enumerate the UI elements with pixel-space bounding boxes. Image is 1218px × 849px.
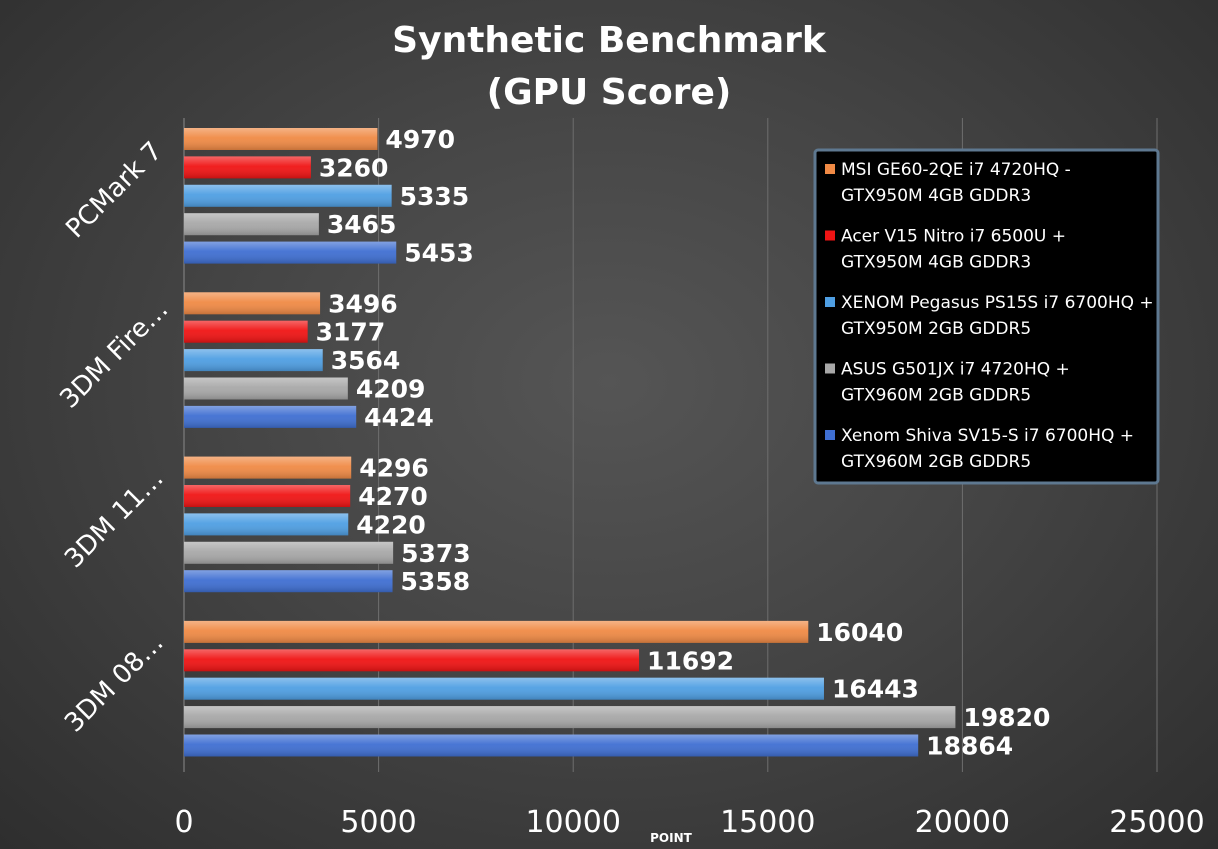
data-label: 4209 [356,375,426,404]
bar-shine [184,349,323,372]
bar-shine [184,706,956,729]
bar-shine [184,320,308,343]
data-label: 3564 [331,346,401,375]
x-tick-label: 5000 [340,805,416,840]
bar-shine [184,541,394,564]
bar-shine [184,156,311,179]
legend-entry: Xenom Shiva SV15-S i7 6700HQ + [841,426,1134,446]
bar-shine [184,734,919,757]
data-label: 5335 [400,182,470,211]
bar-shine [184,485,351,507]
x-tick-label: 15000 [720,805,815,840]
data-label: 4270 [358,482,428,511]
legend-entry: GTX950M 4GB GDDR3 [841,253,1031,273]
legend-entry: XENOM Pegasus PS15S i7 6700HQ + [841,293,1154,313]
legend-swatch [825,297,835,307]
category-label: 3DM 08… [59,628,170,739]
category-label: 3DM Fire… [54,294,174,414]
bar-shine [184,292,321,315]
category-label: 3DM 11… [59,463,170,574]
bar-shine [184,620,809,643]
bars [184,128,956,757]
legend-entry: ASUS G501JX i7 4720HQ + [841,360,1070,380]
data-label: 19820 [963,703,1050,732]
x-tick-labels: 0 5000 10000 15000 20000 25000 [174,805,1204,840]
legend-entry: Acer V15 Nitro i7 6500U + [841,227,1066,247]
data-label: 5453 [404,239,474,268]
bar-shine [184,184,392,207]
legend-entry: GTX950M 4GB GDDR3 [841,186,1031,206]
bar-shine [184,213,319,236]
legend-box [813,148,1160,485]
bar-shine [184,405,357,428]
legend-entry: GTX960M 2GB GDDR5 [841,452,1031,472]
bar-shine [184,570,393,593]
bar-shine [184,513,349,536]
data-label: 4220 [356,510,426,539]
data-label: 3465 [327,210,397,239]
data-label: 4296 [359,454,429,483]
data-label: 5358 [401,567,471,596]
category-labels: PCMark 7 3DM Fire… 3DM 11… 3DM 08… [54,136,174,738]
legend-swatch [825,363,835,374]
bar-shine [184,649,640,672]
x-axis-title: POINT [650,831,693,845]
legend-entry: GTX960M 2GB GDDR5 [841,386,1031,406]
data-label: 11692 [647,646,734,675]
category-label: PCMark 7 [60,136,168,244]
x-tick-label: 10000 [525,805,620,840]
bar-shine [184,128,378,150]
legend-entry: MSI GE60-2QE i7 4720HQ - [841,160,1071,180]
data-label: 3260 [319,153,389,182]
chart-title: Synthetic Benchmark (GPU Score) [392,20,827,113]
x-tick-label: 0 [174,805,193,840]
legend-swatch [825,430,835,440]
bar-shine [184,241,397,264]
legend-entry: GTX950M 2GB GDDR5 [841,319,1031,339]
bar-shine [184,677,824,700]
legend: MSI GE60-2QE i7 4720HQ - GTX950M 4GB GDDR… [813,148,1160,485]
data-label: 16443 [832,675,919,704]
data-label: 3177 [316,318,386,347]
bar-shine [184,456,352,479]
legend-swatch [825,230,835,241]
x-tick-label: 25000 [1109,805,1204,840]
bar-shine [184,377,348,400]
data-label: 4424 [364,403,434,432]
legend-swatch [825,164,835,174]
chart-title-line: Synthetic Benchmark [392,20,827,61]
data-label: 4970 [385,125,455,154]
data-label: 18864 [926,732,1013,761]
data-label: 16040 [816,618,903,647]
data-label: 5373 [401,539,471,568]
chart-title-line: (GPU Score) [487,72,732,113]
data-label: 3496 [328,289,398,318]
x-tick-label: 20000 [915,805,1010,840]
